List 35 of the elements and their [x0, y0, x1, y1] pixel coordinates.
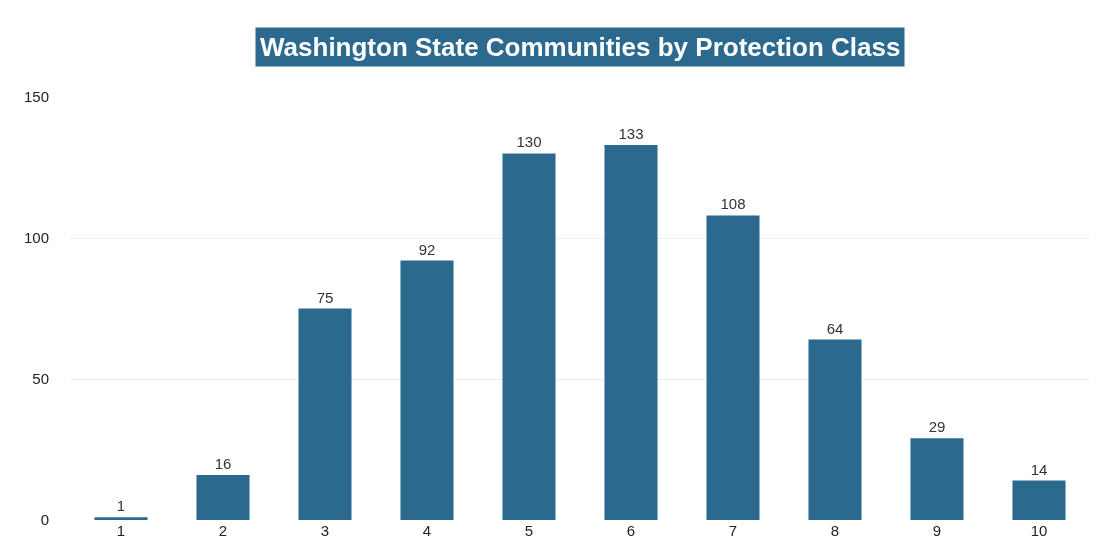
data-label: 14	[1030, 460, 1048, 478]
data-label: 64	[826, 319, 844, 337]
data-label: 75	[316, 288, 334, 306]
bar	[298, 308, 352, 520]
x-tick-label: 2	[218, 522, 228, 539]
x-tick-label: 1	[116, 522, 126, 539]
x-tick-label: 6	[626, 522, 636, 539]
bar	[196, 474, 250, 520]
data-label: 92	[418, 240, 436, 258]
x-tick-label: 3	[320, 522, 330, 539]
bar	[400, 260, 454, 520]
bar	[604, 144, 658, 520]
y-tick-label: 100	[23, 229, 49, 247]
y-tick-label: 0	[40, 511, 49, 529]
y-tick-label: 50	[32, 370, 49, 388]
bar	[910, 438, 964, 520]
chart-title: Washington State Communities by Protection Class	[260, 32, 901, 62]
x-tick-label: 10	[1030, 522, 1048, 539]
data-label: 108	[720, 195, 746, 213]
x-tick-label: 8	[830, 522, 840, 539]
x-tick-label: 9	[932, 522, 942, 539]
data-label: 1	[116, 497, 126, 515]
data-label: 29	[928, 418, 946, 436]
data-label: 16	[214, 454, 232, 472]
x-tick-label: 5	[524, 522, 534, 539]
bar	[502, 153, 556, 520]
data-label: 133	[618, 124, 644, 142]
bar	[1012, 480, 1066, 520]
bar	[94, 517, 148, 520]
bar	[706, 215, 760, 520]
x-tick-label: 4	[422, 522, 432, 539]
data-label: 130	[516, 133, 542, 151]
x-tick-label: 7	[728, 522, 738, 539]
bar	[808, 339, 862, 520]
y-tick-label: 150	[23, 88, 49, 106]
